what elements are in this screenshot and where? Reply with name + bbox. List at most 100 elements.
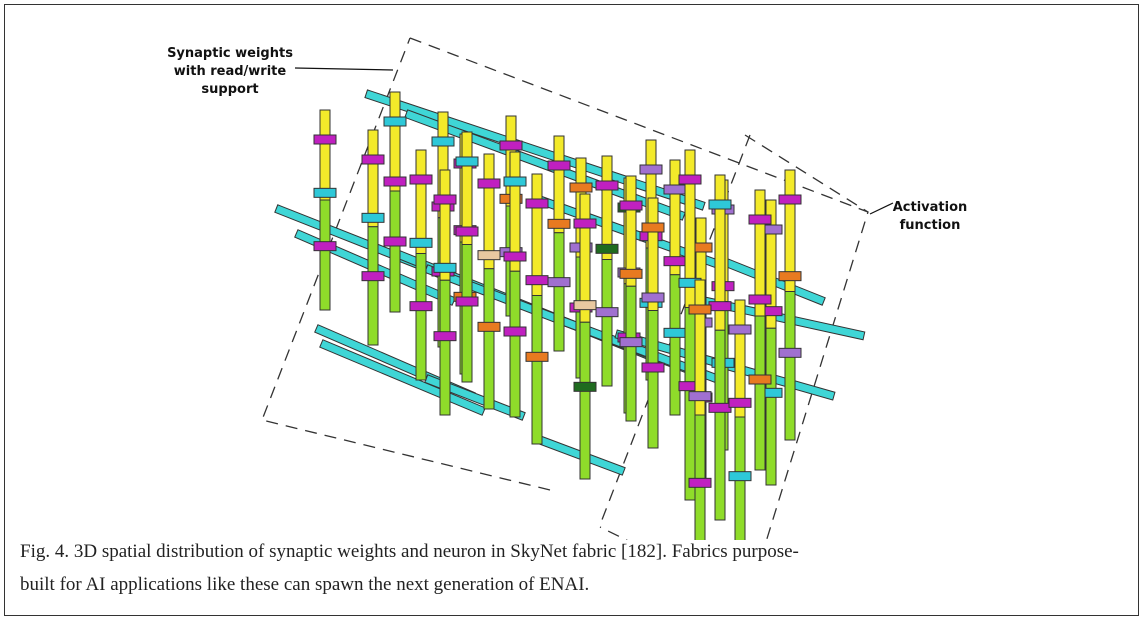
pillar-bottom bbox=[695, 415, 705, 540]
synapse-block bbox=[526, 199, 548, 208]
pillar-bottom bbox=[602, 260, 612, 387]
synapse-block bbox=[410, 302, 432, 311]
pillar-bottom bbox=[580, 322, 590, 479]
synapse-block bbox=[456, 227, 478, 236]
pillar-bottom bbox=[670, 275, 680, 415]
synapse-block bbox=[729, 472, 751, 481]
synapse-block bbox=[642, 223, 664, 232]
synapse-block bbox=[384, 177, 406, 186]
synapse-block bbox=[779, 195, 801, 204]
page: Synaptic weights with read/write support… bbox=[0, 0, 1145, 622]
synapse-block bbox=[410, 175, 432, 184]
pillar-bottom bbox=[626, 286, 636, 421]
synapse-block bbox=[478, 179, 500, 188]
wire bbox=[325, 345, 480, 410]
pillar-bottom bbox=[416, 254, 426, 381]
pillar-top bbox=[368, 130, 378, 227]
synapse-block bbox=[709, 200, 731, 209]
label: with read/write bbox=[174, 64, 287, 79]
synapse-block bbox=[384, 237, 406, 246]
pillar-bottom bbox=[440, 280, 450, 415]
synapse-block bbox=[314, 135, 336, 144]
synapse-block bbox=[314, 188, 336, 197]
pillar-bottom bbox=[554, 233, 564, 351]
fabric bbox=[280, 92, 860, 540]
figure-image: Synaptic weights with read/write support… bbox=[0, 0, 1145, 540]
label-pointer bbox=[295, 68, 393, 70]
synapse-block bbox=[432, 137, 454, 146]
synapse-block bbox=[729, 398, 751, 407]
synapse-block bbox=[642, 363, 664, 372]
pillar-bottom bbox=[320, 200, 330, 310]
synapse-block bbox=[314, 242, 336, 251]
synapse-block bbox=[526, 352, 548, 361]
synapse-block bbox=[709, 403, 731, 412]
caption-line: built for AI applications like these can… bbox=[20, 574, 589, 596]
pillar-top bbox=[554, 136, 564, 233]
synapse-block bbox=[749, 375, 771, 384]
pillar-bottom bbox=[390, 191, 400, 312]
synapse-block bbox=[570, 183, 592, 192]
synapse-block bbox=[709, 302, 731, 311]
synapse-block bbox=[596, 244, 618, 253]
synapse-block bbox=[434, 195, 456, 204]
synapse-block bbox=[504, 177, 526, 186]
synapse-block bbox=[384, 117, 406, 126]
synapse-block bbox=[500, 141, 522, 150]
pillar-bottom bbox=[755, 316, 765, 470]
caption-line: Fig. 4. 3D spatial distribution of synap… bbox=[20, 541, 799, 563]
synapse-block bbox=[664, 185, 686, 194]
synapse-block bbox=[574, 382, 596, 391]
label: Activation bbox=[893, 200, 968, 215]
synapse-block bbox=[779, 348, 801, 357]
synapse-block bbox=[410, 238, 432, 247]
synapse-block bbox=[362, 213, 384, 222]
synapse-block bbox=[456, 157, 478, 166]
synapse-block bbox=[504, 252, 526, 261]
label: Synaptic weights bbox=[167, 46, 293, 61]
synapse-block bbox=[642, 293, 664, 302]
synapse-block bbox=[729, 325, 751, 334]
pillar-bottom bbox=[766, 328, 776, 485]
pillar-bottom bbox=[785, 292, 795, 441]
synapse-block bbox=[456, 297, 478, 306]
pillar-bottom bbox=[532, 296, 542, 445]
region-outline bbox=[262, 38, 868, 540]
synapse-block bbox=[689, 305, 711, 314]
synapse-block bbox=[620, 338, 642, 347]
synapse-block bbox=[779, 272, 801, 281]
synapse-block bbox=[504, 327, 526, 336]
pillar-top bbox=[320, 110, 330, 200]
synapse-block bbox=[478, 251, 500, 260]
synapse-block bbox=[749, 295, 771, 304]
synapse-block bbox=[548, 161, 570, 170]
synapse-block bbox=[478, 322, 500, 331]
pillar-bottom bbox=[685, 308, 695, 501]
pillar-bottom bbox=[648, 311, 658, 449]
synapse-block bbox=[689, 478, 711, 487]
synapse-block bbox=[548, 219, 570, 228]
pillar-bottom bbox=[368, 227, 378, 345]
label-pointer bbox=[870, 203, 893, 214]
synapse-block bbox=[664, 257, 686, 266]
synapse-block bbox=[749, 215, 771, 224]
pillar-bottom bbox=[510, 271, 520, 417]
synapse-block bbox=[362, 272, 384, 281]
synapse-block bbox=[526, 276, 548, 285]
synapse-block bbox=[679, 175, 701, 184]
synapse-block bbox=[596, 308, 618, 317]
synapse-block bbox=[574, 301, 596, 310]
synapse-block bbox=[620, 201, 642, 210]
pillar-bottom bbox=[715, 330, 725, 520]
synapse-block bbox=[434, 332, 456, 341]
synapse-block bbox=[620, 269, 642, 278]
synapse-block bbox=[689, 392, 711, 401]
synapse-block bbox=[596, 181, 618, 190]
pillar-bottom bbox=[484, 269, 494, 409]
synapse-block bbox=[434, 263, 456, 272]
synapse-block bbox=[640, 165, 662, 174]
synapse-block bbox=[664, 328, 686, 337]
synapse-block bbox=[362, 155, 384, 164]
pillar-top bbox=[390, 92, 400, 191]
label: support bbox=[201, 82, 258, 97]
